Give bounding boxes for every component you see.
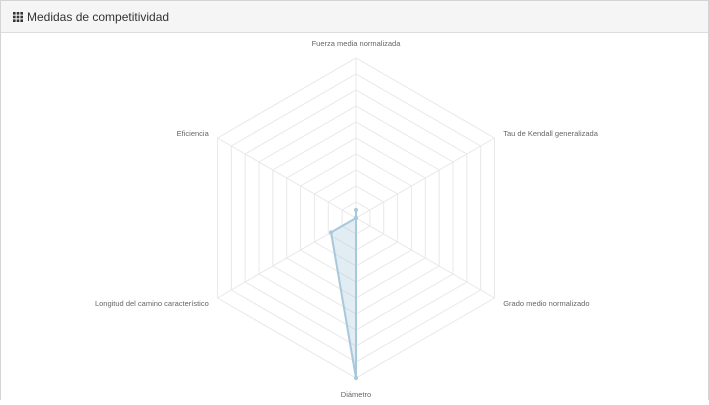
radar-axis-labels: Fuerza media normalizada Tau de Kendall g… — [95, 39, 599, 399]
radar-axis-line — [355, 137, 495, 219]
radar-chart: Fuerza media normalizada Tau de Kendall g… — [95, 39, 599, 399]
radar-series-area — [330, 209, 357, 379]
chart-area: Fuerza media normalizada Tau de Kendall g… — [1, 34, 708, 400]
radar-axis-line — [355, 217, 495, 299]
radar-data-point[interactable] — [354, 208, 358, 212]
radar-axis-label: Longitud del camino característico — [95, 299, 209, 308]
radar-axis-label: Fuerza media normalizada — [312, 39, 402, 48]
radar-data-point[interactable] — [354, 376, 358, 380]
panel-header: Medidas de competitividad — [1, 1, 708, 33]
radar-axis-label: Eficiencia — [177, 129, 210, 138]
radar-data-point[interactable] — [354, 216, 358, 220]
panel-title: Medidas de competitividad — [27, 9, 170, 24]
radar-series — [329, 208, 358, 380]
th-grid-icon — [13, 11, 23, 22]
radar-data-point[interactable] — [329, 230, 334, 235]
radar-axis-line — [217, 137, 357, 219]
radar-axis-label: Tau de Kendall generalizada — [503, 129, 598, 138]
radar-axis-label: Grado medio normalizado — [503, 299, 589, 308]
radar-axis-label: Diámetro — [341, 390, 371, 399]
